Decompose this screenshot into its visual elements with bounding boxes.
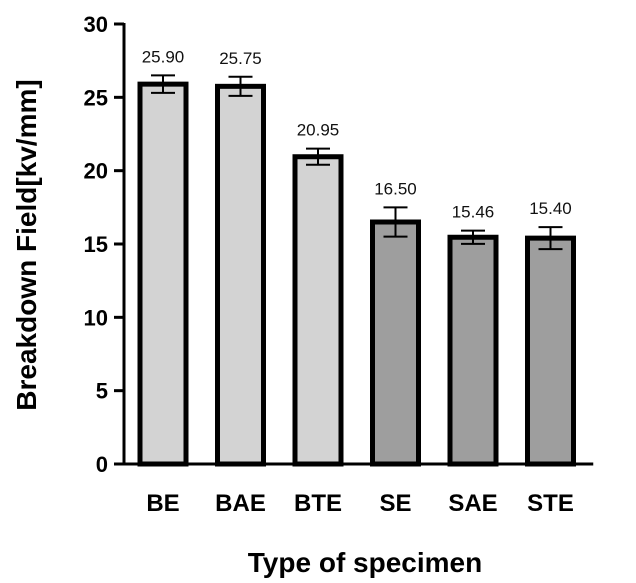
bar-sae <box>447 234 499 467</box>
error-bar-bae <box>228 75 253 97</box>
y-tick-label-30: 30 <box>84 12 108 37</box>
x-axis-title: Type of specimen <box>248 547 482 578</box>
y-tick-label-0: 0 <box>96 452 108 477</box>
data-label-sae: 15.46 <box>452 203 495 222</box>
error-bar-se <box>383 206 408 238</box>
bar-be <box>137 81 189 467</box>
data-label-bae: 25.75 <box>219 49 262 68</box>
error-bar-ste <box>538 226 563 251</box>
y-tick-label-20: 20 <box>84 159 108 184</box>
bar-se <box>370 219 421 467</box>
x-tick-label-se: SE <box>379 490 411 517</box>
data-label-bte: 20.95 <box>297 121 340 140</box>
error-bar-be <box>151 74 175 94</box>
labels-layer: 25.90 BE 25.75 BAE 20.95 BTE 16.50 SE 15.46 SAE 15… <box>84 12 574 517</box>
y-axis-title: Breakdown Field[kv/mm] <box>11 79 42 410</box>
error-bar-bte <box>306 147 330 166</box>
y-tick-label-15: 15 <box>84 232 108 257</box>
data-label-be: 25.90 <box>142 47 185 66</box>
bar-bae <box>215 83 266 467</box>
axes-layer <box>114 22 594 466</box>
x-tick-label-sae: SAE <box>448 490 497 517</box>
x-tick-label-bte: BTE <box>294 490 342 517</box>
bar-ste <box>525 235 576 467</box>
x-tick-label-bae: BAE <box>215 490 266 517</box>
bar-bte <box>292 154 344 467</box>
data-label-se: 16.50 <box>374 179 417 198</box>
bars-layer <box>137 81 576 467</box>
data-label-ste: 15.40 <box>529 199 572 218</box>
y-tick-label-5: 5 <box>96 379 108 404</box>
x-tick-label-ste: STE <box>527 490 574 517</box>
error-bars-layer <box>151 74 563 251</box>
error-bar-sae <box>461 229 485 245</box>
x-tick-label-be: BE <box>146 490 179 517</box>
y-tick-label-10: 10 <box>84 305 108 330</box>
y-tick-label-25: 25 <box>84 85 108 110</box>
